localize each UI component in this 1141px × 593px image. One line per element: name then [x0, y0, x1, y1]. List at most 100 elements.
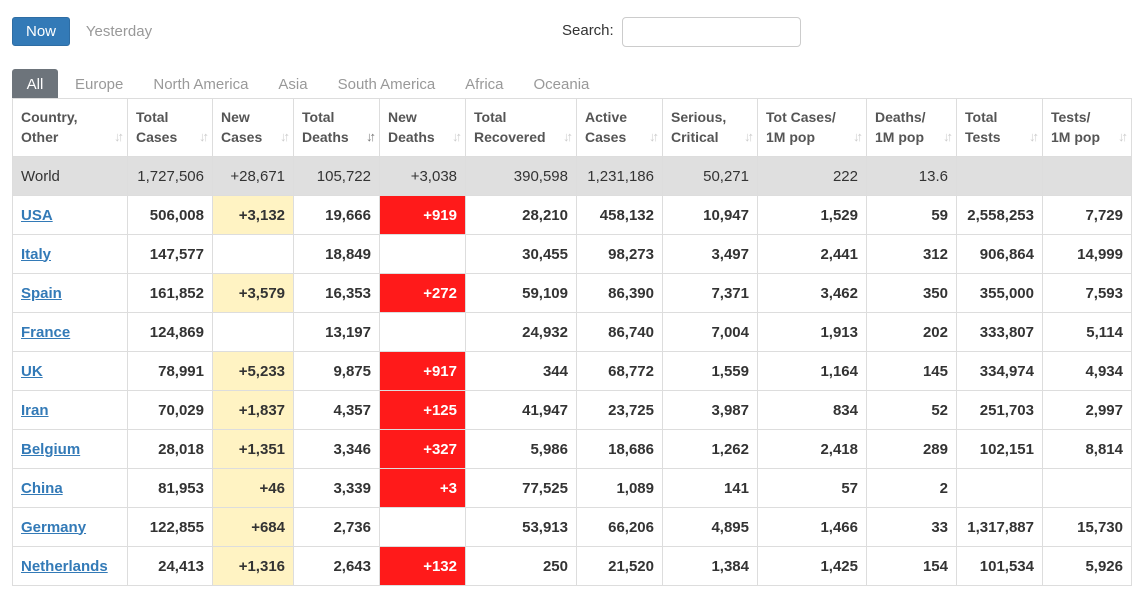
cell-new-cases — [212, 234, 294, 274]
sort-descending-icon[interactable]: ↓↑ — [366, 129, 376, 144]
country-link[interactable]: Iran — [21, 401, 49, 419]
cell-total-deaths: 9,875 — [293, 351, 380, 391]
cell-active-cases: 458,132 — [576, 195, 663, 235]
column-header-new-cases[interactable]: New Cases ↓↑ — [212, 98, 294, 157]
column-header-total-recovered[interactable]: Total Recovered ↓↑ — [465, 98, 577, 157]
sort-icon[interactable]: ↓↑ — [114, 129, 124, 144]
tab-africa[interactable]: Africa — [465, 75, 504, 93]
country-link[interactable]: USA — [21, 206, 53, 224]
cell-serious-critical: 10,947 — [662, 195, 758, 235]
country-link[interactable]: China — [21, 479, 63, 497]
sort-icon[interactable]: ↓↑ — [452, 129, 462, 144]
column-header-active-cases[interactable]: Active Cases ↓↑ — [576, 98, 663, 157]
cell-country: France — [12, 312, 128, 352]
cell-active-cases: 21,520 — [576, 546, 663, 586]
tab-oceania[interactable]: Oceania — [533, 75, 590, 93]
cell-country: Germany — [12, 507, 128, 547]
cell-serious-critical: 3,497 — [662, 234, 758, 274]
cell-tests-per-1m: 8,814 — [1042, 429, 1132, 469]
sort-icon[interactable]: ↓↑ — [563, 129, 573, 144]
header-label-line1: New — [221, 109, 250, 125]
yesterday-button[interactable]: Yesterday — [85, 23, 153, 40]
cell-tot-cases-per-1m: 1,529 — [757, 195, 867, 235]
tab-north-america[interactable]: North America — [153, 75, 249, 93]
country-link[interactable]: Italy — [21, 245, 52, 263]
cell-tot-cases-per-1m: 1,425 — [757, 546, 867, 586]
sort-icon[interactable]: ↓↑ — [280, 129, 290, 144]
cell-total-cases: 124,869 — [127, 312, 213, 352]
sort-icon[interactable]: ↓↑ — [1029, 129, 1039, 144]
cell-tot-cases-per-1m: 222 — [757, 156, 867, 196]
cell-deaths-per-1m: 2 — [866, 468, 957, 508]
cell-serious-critical: 3,987 — [662, 390, 758, 430]
cell-total-recovered: 24,932 — [465, 312, 577, 352]
cell-total-tests — [956, 156, 1043, 196]
country-link[interactable]: UK — [21, 362, 43, 380]
cell-active-cases: 1,089 — [576, 468, 663, 508]
cell-country: UK — [12, 351, 128, 391]
header-label-line2: Deaths — [388, 129, 435, 145]
table-row: China 81,953 +46 3,339 +3 77,525 1,089 141 57 2 — [12, 468, 1132, 508]
cell-new-cases: +1,316 — [212, 546, 294, 586]
cell-total-cases: 1,727,506 — [127, 156, 213, 196]
column-header-serious-critical[interactable]: Serious, Critical ↓↑ — [662, 98, 758, 157]
header-label-line2: 1M pop — [1051, 129, 1100, 145]
header-label-line1: New — [388, 109, 417, 125]
cell-total-deaths: 2,643 — [293, 546, 380, 586]
sort-icon[interactable]: ↓↑ — [853, 129, 863, 144]
cell-active-cases: 68,772 — [576, 351, 663, 391]
cell-total-deaths: 105,722 — [293, 156, 380, 196]
column-header-total-deaths[interactable]: Total Deaths ↓↑ — [293, 98, 380, 157]
cell-new-deaths — [379, 507, 466, 547]
sort-icon[interactable]: ↓↑ — [943, 129, 953, 144]
table-row: Belgium 28,018 +1,351 3,346 +327 5,986 18,686 1… — [12, 429, 1132, 469]
cell-active-cases: 1,231,186 — [576, 156, 663, 196]
column-header-deaths-per-1m[interactable]: Deaths/1M pop ↓↑ — [866, 98, 957, 157]
column-header-country[interactable]: Country, Other ↓↑ — [12, 98, 128, 157]
cell-new-deaths — [379, 234, 466, 274]
cell-active-cases: 86,390 — [576, 273, 663, 313]
table-row: France 124,869 13,197 24,932 86,740 7,004 1,91… — [12, 312, 1132, 352]
tab-asia[interactable]: Asia — [278, 75, 308, 93]
column-header-total-tests[interactable]: Total Tests ↓↑ — [956, 98, 1043, 157]
now-button[interactable]: Now — [12, 17, 70, 46]
cell-total-deaths: 4,357 — [293, 390, 380, 430]
sort-icon[interactable]: ↓↑ — [744, 129, 754, 144]
sort-icon[interactable]: ↓↑ — [199, 129, 209, 144]
header-label-line1: Tot Cases/ — [766, 109, 836, 125]
country-link[interactable]: Netherlands — [21, 557, 108, 575]
country-link[interactable]: France — [21, 323, 71, 341]
country-link[interactable]: Germany — [21, 518, 87, 536]
cell-total-tests: 251,703 — [956, 390, 1043, 430]
sort-icon[interactable]: ↓↑ — [649, 129, 659, 144]
tab-all[interactable]: All — [12, 69, 58, 99]
cell-total-recovered: 77,525 — [465, 468, 577, 508]
stats-table: Country, Other ↓↑ Total Cases ↓↑ New Cases ↓↑ Tot… — [12, 98, 1132, 586]
column-header-total-cases[interactable]: Total Cases ↓↑ — [127, 98, 213, 157]
tab-europe[interactable]: Europe — [75, 75, 124, 93]
cell-tot-cases-per-1m: 2,441 — [757, 234, 867, 274]
cell-total-tests: 102,151 — [956, 429, 1043, 469]
cell-new-cases: +3,132 — [212, 195, 294, 235]
cell-new-deaths: +917 — [379, 351, 466, 391]
search-input[interactable] — [622, 17, 801, 47]
country-link[interactable]: Belgium — [21, 440, 81, 458]
header-label-line2: 1M pop — [766, 129, 815, 145]
cell-total-cases: 24,413 — [127, 546, 213, 586]
country-link[interactable]: Spain — [21, 284, 62, 302]
cell-new-deaths: +125 — [379, 390, 466, 430]
header-label-line1: Total — [136, 109, 169, 125]
table-row: Spain 161,852 +3,579 16,353 +272 59,109 86,390… — [12, 273, 1132, 313]
cell-total-tests: 101,534 — [956, 546, 1043, 586]
cell-tot-cases-per-1m: 1,164 — [757, 351, 867, 391]
cell-total-cases: 122,855 — [127, 507, 213, 547]
tab-south-america[interactable]: South America — [337, 75, 436, 93]
column-header-tests-per-1m[interactable]: Tests/1M pop ↓↑ — [1042, 98, 1132, 157]
cell-tests-per-1m: 5,114 — [1042, 312, 1132, 352]
header-label-line1: Country, — [21, 109, 78, 125]
sort-icon[interactable]: ↓↑ — [1118, 129, 1128, 144]
cell-total-recovered: 390,598 — [465, 156, 577, 196]
column-header-new-deaths[interactable]: New Deaths ↓↑ — [379, 98, 466, 157]
column-header-tot-cases-per-1m[interactable]: Tot Cases/1M pop ↓↑ — [757, 98, 867, 157]
cell-new-deaths — [379, 312, 466, 352]
